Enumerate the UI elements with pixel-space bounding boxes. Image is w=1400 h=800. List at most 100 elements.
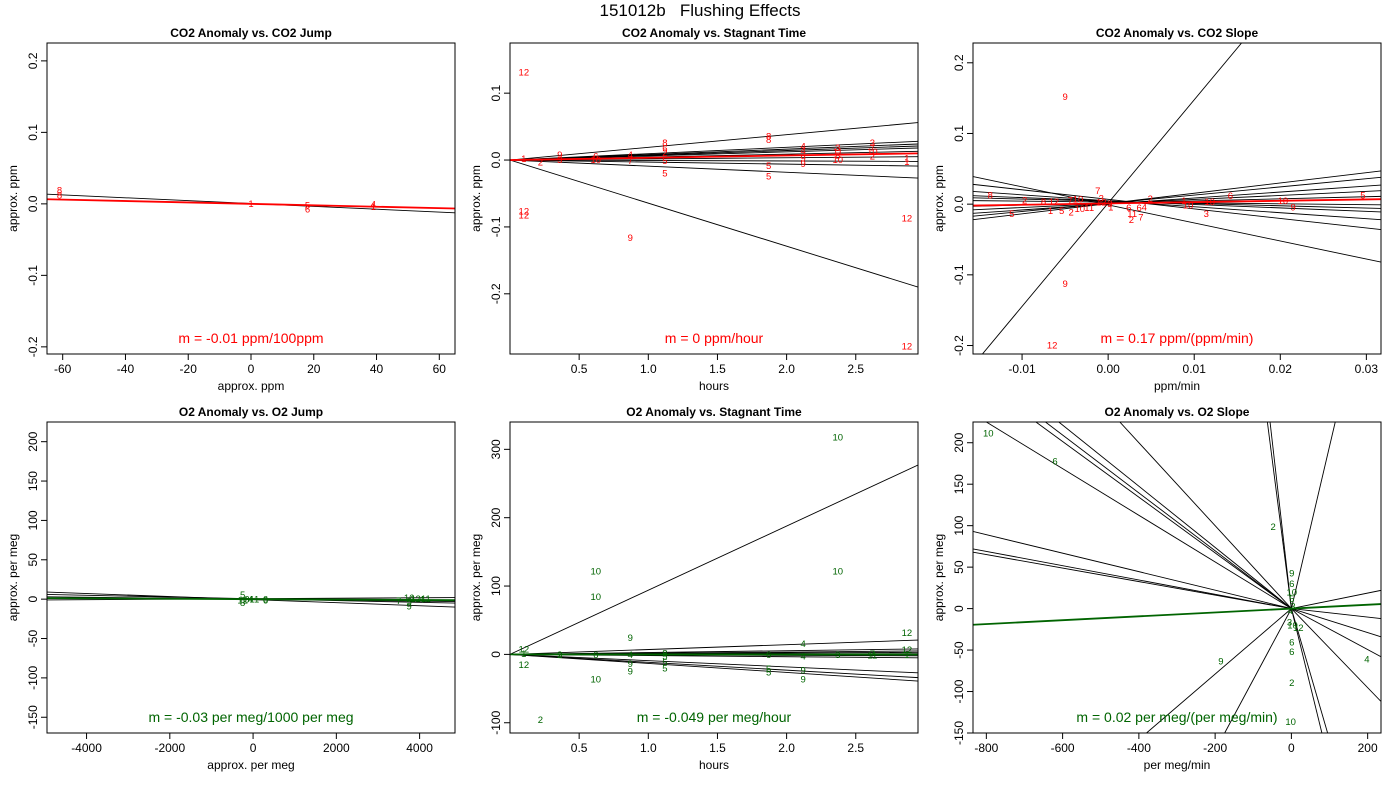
data-point-label: 1 — [521, 649, 526, 660]
data-point-label: 10 — [832, 433, 843, 444]
reference-line — [1119, 422, 1292, 609]
reference-line — [973, 190, 1381, 221]
x-tick-label: 2000 — [323, 741, 350, 755]
panel-o2-jump: O2 Anomaly vs. O2 Jump-4000 -2000 0 2000 400… — [6, 405, 456, 772]
data-point-label: 6 — [593, 650, 598, 661]
x-tick-label: -400 — [1127, 741, 1151, 755]
x-tick-label: 2.5 — [847, 362, 864, 376]
data-point-label: 7 — [1138, 212, 1143, 223]
data-point-label: 4 — [248, 595, 253, 606]
data-point-label: 10 — [1074, 204, 1085, 215]
panel-title: CO2 Anomaly vs. CO2 Jump — [170, 26, 332, 40]
data-point-label: 5 — [662, 651, 667, 662]
data-point-label: 12 — [902, 214, 913, 225]
data-point-label: 5 — [766, 668, 771, 679]
data-point-label: 5 — [662, 664, 667, 675]
y-axis-label: approx. ppm — [6, 165, 20, 232]
x-tick-label: -600 — [1051, 741, 1075, 755]
data-point-label: 2 — [1289, 678, 1294, 689]
plot-area: 881 56 41 — [47, 185, 455, 215]
data-point-label: 2 — [1022, 195, 1027, 206]
data-point-label: 11 — [249, 595, 259, 606]
panel-o2-stagnant-time: O2 Anomaly vs. Stagnant Time 0.5 1.0 1.5 2.0… — [469, 405, 919, 772]
data-point-label: 5 — [240, 590, 245, 601]
data-point-label: 5 — [766, 161, 771, 172]
y-tick-label: 100 — [952, 515, 966, 535]
y-tick-label: 100 — [26, 510, 40, 530]
data-point-label: 8 — [57, 185, 62, 196]
y-tick-label: 0 — [26, 595, 40, 602]
data-point-label: 1 — [904, 154, 909, 165]
data-point-label: 6 — [1136, 203, 1141, 214]
reference-line — [1058, 422, 1292, 609]
data-point-label: 1 — [248, 199, 253, 210]
data-point-label: 4 — [801, 141, 806, 152]
y-tick-label: 0.1 — [26, 124, 40, 141]
data-point-label: 12 — [519, 644, 530, 655]
data-point-label: 6 — [1289, 647, 1294, 658]
data-point-label: 2 — [1148, 194, 1153, 205]
data-point-label: 12 — [519, 67, 530, 78]
y-tick-label: -100 — [952, 679, 966, 703]
x-tick-label: 0 — [248, 362, 255, 376]
y-tick-label: -0.2 — [952, 335, 966, 356]
slope-annotation: m = 0.02 per meg/(per meg/min) — [1076, 709, 1277, 725]
panel-co2-stagnant-time: CO2 Anomaly vs. Stagnant Time 0.5 1.0 1.5 2.… — [469, 26, 919, 393]
y-tick-label: 200 — [489, 507, 503, 527]
y-tick-label: -0.1 — [489, 216, 503, 237]
reference-line — [1291, 589, 1381, 610]
data-point-label: 1 — [1048, 206, 1053, 217]
x-tick-label: 0 — [1288, 741, 1295, 755]
data-point-label: 12 — [237, 595, 248, 606]
y-tick-label: -0.2 — [26, 336, 40, 357]
data-point-label: 10 — [983, 428, 994, 439]
data-point-label: 2 — [870, 152, 875, 163]
data-point-label: 4 — [371, 200, 376, 211]
x-axis-label: approx. ppm — [218, 379, 285, 393]
x-tick-label: 0.03 — [1355, 362, 1379, 376]
reference-line — [510, 653, 918, 674]
data-point-label: 4 — [801, 651, 806, 662]
x-tick-label: 1.0 — [640, 741, 657, 755]
y-axis-label: approx. per meg — [932, 534, 946, 621]
data-point-label: 10 — [1278, 196, 1289, 207]
panel-title: CO2 Anomaly vs. CO2 Slope — [1096, 26, 1259, 40]
x-tick-label: 1.0 — [640, 362, 657, 376]
data-point-label: 12 — [1047, 340, 1058, 351]
data-point-label: 9 — [1218, 656, 1223, 667]
y-tick-label: 0.0 — [489, 151, 503, 168]
reference-line — [510, 159, 918, 179]
y-axis-label: approx. ppm — [932, 165, 946, 232]
data-point-label: 12 — [519, 210, 530, 221]
reference-line — [973, 176, 1381, 263]
data-point-label: 5 — [1360, 190, 1365, 201]
reference-line — [973, 195, 1381, 213]
panel-co2-slope: CO2 Anomaly vs. CO2 Slope-0.01 0.00 0.01 0.… — [932, 26, 1382, 393]
x-tick-label: 200 — [1358, 741, 1378, 755]
x-tick-label: -2000 — [154, 741, 185, 755]
data-point-label: 12 — [1049, 197, 1060, 208]
fit-line — [973, 603, 1381, 626]
y-tick-label: -150 — [26, 705, 40, 729]
data-point-label: 7 — [870, 649, 875, 660]
data-point-label: 4 — [801, 146, 806, 157]
reference-line — [1291, 608, 1381, 702]
y-tick-label: 0.1 — [952, 125, 966, 142]
y-axis-label: approx. ppm — [469, 165, 483, 232]
y-tick-label: 200 — [952, 432, 966, 452]
y-tick-label: 50 — [26, 553, 40, 567]
data-point-label: 10 — [867, 147, 878, 158]
data-point-label: 7 — [1095, 186, 1100, 197]
fit-line — [47, 198, 455, 210]
y-axis-label: approx. per meg — [6, 534, 20, 621]
data-point-label: 4 — [1364, 655, 1369, 666]
y-tick-label: -0.2 — [489, 283, 503, 304]
slope-annotation: m = -0.01 ppm/100ppm — [178, 330, 323, 346]
data-point-label: 12 — [519, 660, 530, 671]
reference-line — [1035, 422, 1292, 609]
data-point-label: 3 — [835, 143, 840, 154]
data-point-label: 1 — [904, 157, 909, 168]
